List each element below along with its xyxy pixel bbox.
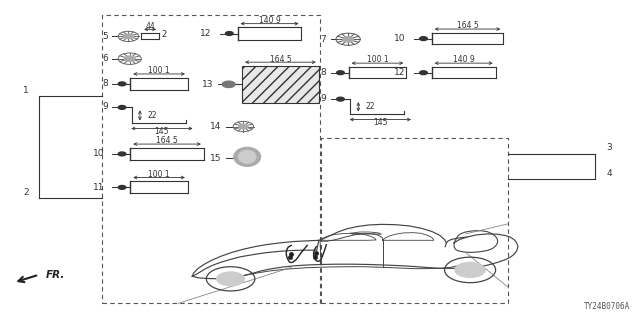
- Text: 4: 4: [606, 169, 612, 178]
- Circle shape: [222, 81, 235, 87]
- Ellipse shape: [238, 150, 256, 164]
- Circle shape: [420, 71, 428, 75]
- Text: 140 9: 140 9: [453, 55, 475, 64]
- Circle shape: [420, 37, 428, 41]
- Circle shape: [124, 34, 133, 39]
- Text: 13: 13: [202, 80, 213, 89]
- Text: 9: 9: [102, 102, 108, 111]
- Circle shape: [342, 36, 353, 42]
- Text: 44: 44: [145, 22, 155, 31]
- Circle shape: [118, 82, 126, 86]
- Text: 8: 8: [102, 79, 108, 88]
- Circle shape: [118, 152, 126, 156]
- Text: 9: 9: [321, 94, 326, 103]
- Text: 1: 1: [24, 86, 29, 95]
- Circle shape: [337, 97, 344, 101]
- Text: 7: 7: [321, 35, 326, 44]
- Text: 22: 22: [148, 111, 157, 120]
- Text: 12: 12: [394, 68, 406, 77]
- Text: 100 1: 100 1: [148, 66, 170, 75]
- Text: 164 5: 164 5: [269, 54, 291, 63]
- Text: 12: 12: [200, 29, 211, 38]
- Text: 10: 10: [394, 34, 406, 43]
- Text: 100 1: 100 1: [148, 170, 170, 179]
- Circle shape: [125, 56, 135, 61]
- Text: TY24B0706A: TY24B0706A: [584, 302, 630, 311]
- Text: 145: 145: [373, 118, 388, 127]
- Text: 164 5: 164 5: [156, 136, 178, 145]
- Text: 15: 15: [210, 154, 221, 163]
- Circle shape: [239, 124, 248, 129]
- Text: 145: 145: [155, 127, 169, 136]
- Circle shape: [118, 106, 126, 109]
- Text: 6: 6: [102, 54, 108, 63]
- Text: 14: 14: [211, 122, 221, 131]
- Text: 2: 2: [24, 188, 29, 197]
- Text: 5: 5: [102, 32, 108, 41]
- Text: 3: 3: [606, 143, 612, 152]
- Text: 11: 11: [93, 183, 104, 192]
- Text: 140 9: 140 9: [259, 16, 280, 25]
- Text: 22: 22: [366, 102, 376, 111]
- Bar: [242, 66, 319, 103]
- Text: 2: 2: [162, 30, 167, 39]
- Bar: [321, 138, 508, 303]
- Circle shape: [118, 186, 126, 189]
- Circle shape: [225, 32, 233, 36]
- Text: 164 5: 164 5: [457, 21, 478, 30]
- Circle shape: [455, 262, 485, 277]
- Ellipse shape: [234, 147, 260, 166]
- Text: FR.: FR.: [45, 270, 65, 280]
- Text: 10: 10: [93, 149, 104, 158]
- Text: 8: 8: [321, 68, 326, 77]
- Text: 100 1: 100 1: [367, 55, 388, 64]
- Circle shape: [337, 71, 344, 75]
- Circle shape: [216, 272, 244, 286]
- Bar: [102, 15, 320, 303]
